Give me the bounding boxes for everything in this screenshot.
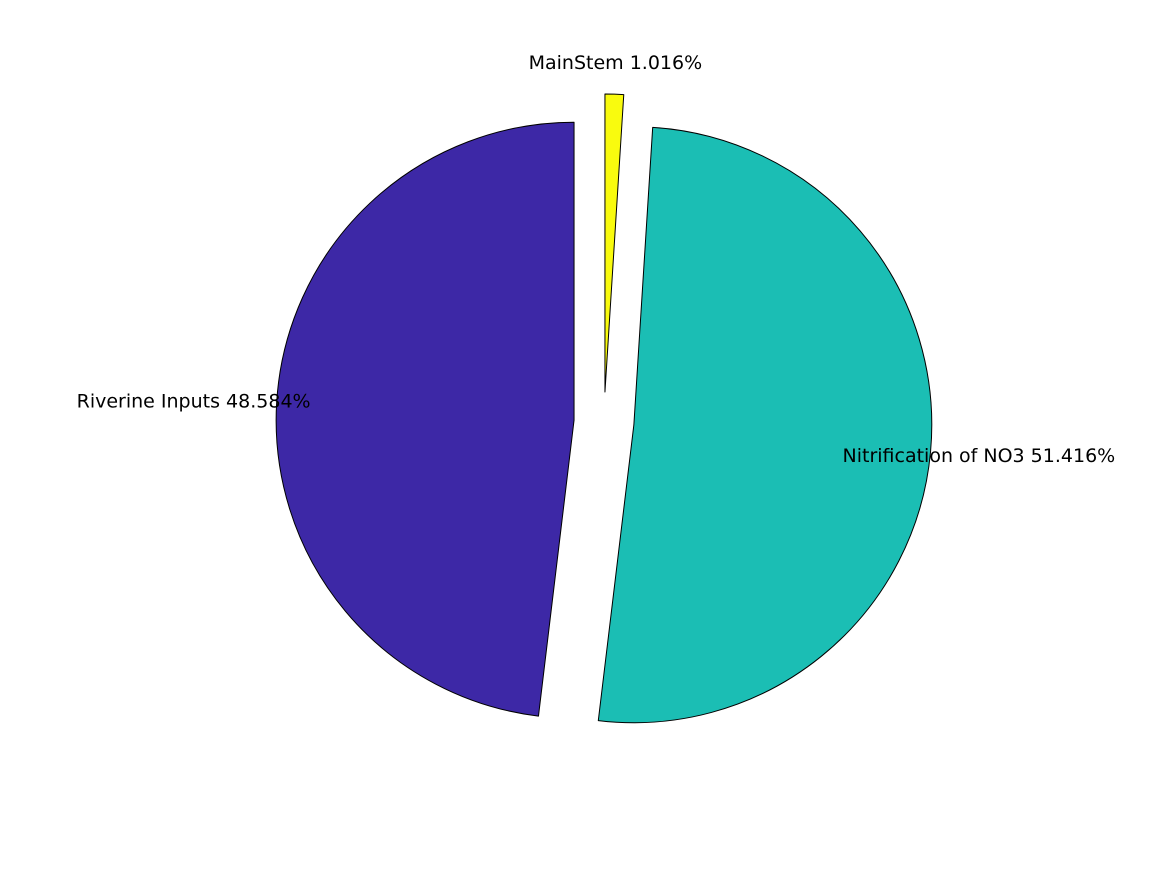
pie-slice-nitrification-of-no3 [597,126,933,724]
pie-label-riverine-inputs: Riverine Inputs 48.584% [77,391,311,413]
pie-slice-riverine-inputs [275,121,575,717]
pie-slices [275,93,933,724]
pie-labels: MainStem 1.016% Nitrification of NO3 51.4… [77,52,1116,467]
pie-label-nitrification-of-no3: Nitrification of NO3 51.416% [843,445,1116,467]
pie-label-mainstem: MainStem 1.016% [529,52,703,74]
pie-slice-mainstem [604,93,625,393]
